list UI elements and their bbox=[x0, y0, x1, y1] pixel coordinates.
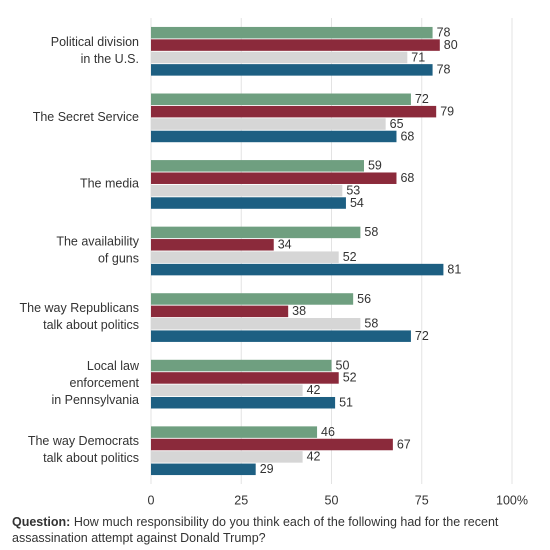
value-label: 71 bbox=[411, 50, 425, 64]
footnote-text: How much responsibility do you think eac… bbox=[12, 515, 499, 545]
bar bbox=[151, 438, 393, 451]
bar bbox=[151, 172, 397, 184]
value-label: 52 bbox=[343, 371, 357, 385]
category-label-line: enforcement bbox=[70, 376, 140, 390]
category-label: The availability of guns bbox=[56, 235, 139, 266]
bar bbox=[151, 251, 339, 263]
bar bbox=[151, 160, 364, 172]
value-label: 42 bbox=[307, 383, 321, 397]
value-label: 72 bbox=[415, 92, 429, 106]
value-label: 78 bbox=[437, 63, 451, 77]
bar bbox=[151, 226, 361, 239]
category-label-line: talk about politics bbox=[43, 452, 139, 466]
bar bbox=[151, 26, 433, 39]
bar bbox=[151, 197, 346, 209]
bar bbox=[151, 239, 274, 251]
bar bbox=[151, 51, 408, 64]
bar bbox=[151, 318, 361, 330]
category-label-line: of guns bbox=[98, 252, 139, 266]
value-label: 72 bbox=[415, 329, 429, 343]
bar bbox=[151, 118, 386, 130]
value-label: 54 bbox=[350, 196, 364, 210]
category-label-line: in the U.S. bbox=[81, 52, 139, 66]
category-label-line: The availability bbox=[56, 235, 139, 249]
category-label-line: talk about politics bbox=[43, 318, 139, 332]
category-label: The Secret Service bbox=[33, 110, 139, 124]
x-tick-label: 0 bbox=[148, 493, 155, 507]
category-label: Political division in the U.S. bbox=[51, 35, 139, 66]
x-tick-label: 50 bbox=[325, 493, 339, 507]
bar bbox=[151, 305, 289, 318]
bar bbox=[151, 64, 433, 76]
category-label-line: The way Republicans bbox=[19, 301, 139, 315]
x-tick-label: 75 bbox=[415, 493, 429, 507]
category-label-line: Local law bbox=[87, 359, 140, 373]
value-label: 59 bbox=[368, 159, 382, 173]
bar bbox=[151, 426, 318, 438]
category-label-line: The way Democrats bbox=[28, 435, 139, 449]
value-label: 78 bbox=[437, 25, 451, 39]
value-label: 42 bbox=[307, 450, 321, 464]
bar bbox=[151, 396, 336, 409]
category-label: The way Democrats talk about politics bbox=[28, 435, 139, 466]
value-label: 50 bbox=[336, 358, 350, 372]
bar bbox=[151, 105, 437, 118]
value-label: 67 bbox=[397, 437, 411, 451]
value-label: 79 bbox=[440, 104, 454, 118]
footnote: Question: How much responsibility do you… bbox=[12, 514, 542, 546]
bar bbox=[151, 330, 411, 342]
value-label: 58 bbox=[364, 317, 378, 331]
value-label: 81 bbox=[447, 262, 461, 276]
bar bbox=[151, 293, 354, 305]
bar bbox=[151, 263, 444, 276]
value-label: 68 bbox=[400, 171, 414, 185]
bar bbox=[151, 451, 303, 463]
value-label: 29 bbox=[260, 462, 274, 476]
category-label: Local law enforcement in Pennsylvania bbox=[51, 359, 140, 407]
value-label: 38 bbox=[292, 304, 306, 318]
value-label: 68 bbox=[400, 129, 414, 143]
bar bbox=[151, 372, 339, 384]
value-label: 80 bbox=[444, 38, 458, 52]
category-label-line: The Secret Service bbox=[33, 110, 139, 124]
chart: 0 25 50 75 100% Political division in the U.S.… bbox=[19, 18, 528, 507]
bar bbox=[151, 384, 303, 397]
value-label: 56 bbox=[357, 292, 371, 306]
bar bbox=[151, 463, 256, 476]
x-tick-label: 100% bbox=[496, 493, 528, 507]
value-label: 53 bbox=[346, 183, 360, 197]
category-label-line: Political division bbox=[51, 35, 139, 49]
x-tick-label: 25 bbox=[234, 493, 248, 507]
category-label-line: The media bbox=[80, 177, 139, 191]
value-label: 65 bbox=[390, 117, 404, 131]
bar bbox=[151, 39, 440, 51]
category-label-line: in Pennsylvania bbox=[51, 393, 139, 407]
value-label: 52 bbox=[343, 250, 357, 264]
bar bbox=[151, 130, 397, 143]
value-label: 58 bbox=[364, 225, 378, 239]
bar bbox=[151, 359, 332, 372]
category-label: The media bbox=[80, 177, 139, 191]
value-label: 34 bbox=[278, 238, 292, 252]
value-label: 51 bbox=[339, 396, 353, 410]
footnote-label: Question: bbox=[12, 515, 71, 529]
value-label: 46 bbox=[321, 425, 335, 439]
bar bbox=[151, 93, 411, 106]
category-label: The way Republicans talk about politics bbox=[19, 301, 139, 332]
bar bbox=[151, 184, 343, 197]
